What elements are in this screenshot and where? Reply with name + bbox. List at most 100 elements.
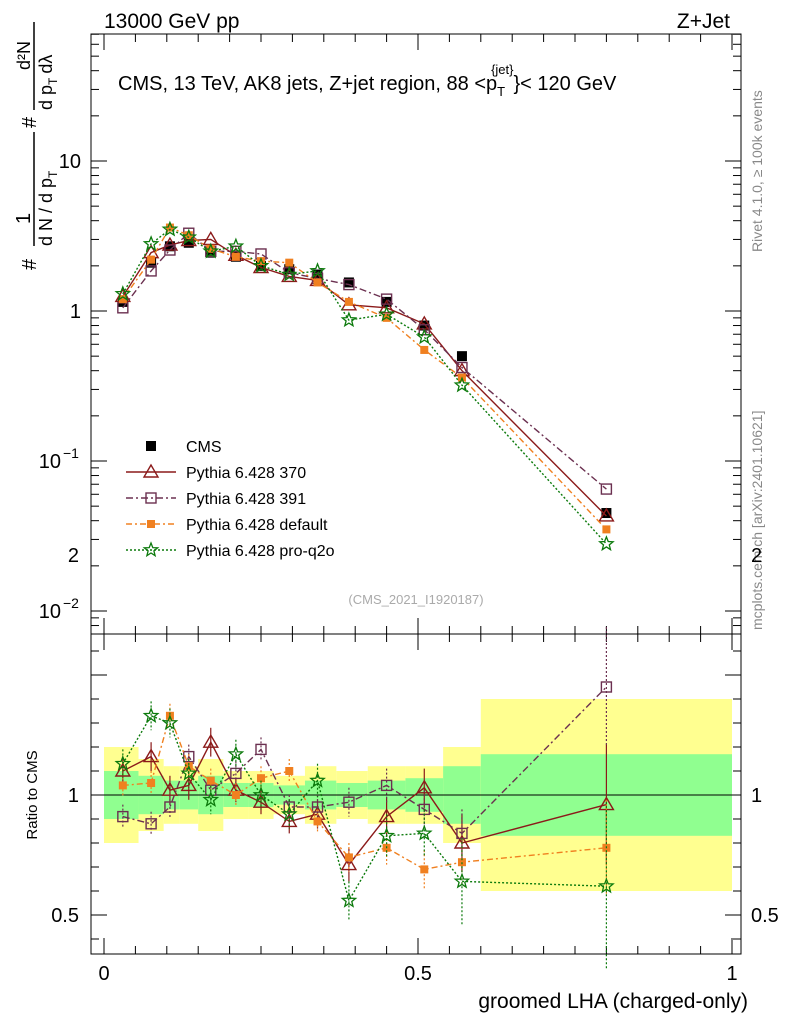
y-axis-label: # 1 d N / d pT # d²N d pTdλ [13, 22, 60, 270]
ratio-point-p391-9 [343, 796, 355, 808]
ratio-point-p370-1 [142, 748, 160, 763]
mcplots-label: mcplots.cern.ch [arXiv:2401.10621] [749, 411, 765, 630]
top-point-cms-13 [601, 508, 612, 519]
ratio-ytick-label-r-1: 1 [751, 785, 762, 807]
svg-text:d²N: d²N [14, 41, 34, 70]
header-left: 13000 GeV pp [104, 10, 239, 33]
svg-text:d N / d pT: d N / d pT [36, 170, 60, 246]
top-point-pq2o-5 [227, 237, 245, 254]
top-point-p391-2 [164, 244, 176, 256]
rivet-label: Rivet 4.1.0, ≥ 100k events [749, 90, 765, 252]
ratio-point-p370-0 [114, 762, 132, 777]
top-point-p391-9 [343, 278, 355, 291]
top-point-pq2o-11 [415, 328, 433, 345]
ratio-point-p391-2 [164, 801, 176, 813]
svg-text:#: # [19, 116, 41, 128]
top-point-pq2o-7 [280, 265, 298, 282]
top-point-pq2o-10 [378, 305, 395, 322]
top-point-p391-13 [600, 483, 613, 495]
ratio-point-pq2o-1 [142, 707, 160, 723]
plot-title-tail: }< 120 GeV [514, 73, 618, 95]
top-point-pdef-5 [231, 252, 240, 261]
y-label-den2-sub: T [46, 77, 60, 85]
y-label-dlambda: dλ [36, 55, 56, 74]
ratio-point-p391-0 [117, 810, 129, 823]
ratio-point-pdef-7 [285, 767, 294, 775]
ratio-point-pq2o-3 [180, 764, 198, 781]
top-ytick-label-1: 1 [70, 301, 81, 323]
top-point-p391-12 [456, 361, 468, 374]
top-point-p370-10 [378, 299, 395, 314]
top-point-pdef-6 [257, 257, 265, 266]
ratio-point-p391-8 [311, 801, 324, 813]
ratio-point-p370-11 [416, 779, 433, 794]
ratio-point-p391-1 [145, 818, 157, 830]
top-point-pdef-2 [165, 223, 174, 232]
legend-label-p391: Pythia 6.428 391 [186, 491, 306, 508]
legend-marker-pq2o [142, 541, 160, 558]
ratio-point-pdef-8 [313, 817, 322, 826]
x-axis-label: groomed LHA (charged-only) [478, 990, 748, 1013]
ratio-point-pdef-4 [206, 776, 215, 785]
ratio-point-p370-7 [281, 813, 298, 828]
legend-marker-p370 [142, 463, 160, 478]
top-point-pq2o-13 [598, 535, 615, 552]
ratio-point-pdef-9 [344, 853, 353, 862]
legend-label-pq2o: Pythia 6.428 pro-q2o [186, 543, 335, 560]
ratio-point-pq2o-12 [453, 872, 471, 889]
y-label-den: d N / d p [36, 178, 56, 246]
top-point-p370-2 [161, 236, 179, 251]
svg-text:d pTdλ: d pTdλ [36, 55, 60, 110]
ratio-axes: 0 0.5 1 0.5 0.5 1 1 2 2 [51, 545, 779, 985]
y-label-hash: # [19, 258, 41, 270]
top-point-cms-9 [343, 277, 354, 288]
ratio-point-p370-3 [180, 777, 197, 792]
legend-label-p370: Pythia 6.428 370 [186, 465, 306, 482]
legend-marker-p391 [145, 492, 157, 504]
y-label-den-sub: T [46, 170, 60, 178]
top-point-pq2o-1 [142, 235, 160, 252]
svg-text:1: 1 [13, 213, 35, 224]
ratio-point-pdef-11 [420, 865, 429, 874]
top-point-cms-3 [183, 237, 194, 248]
ratio-point-pdef-0 [118, 781, 127, 790]
ratio-point-pq2o-4 [202, 790, 220, 807]
ratio-point-pdef-6 [257, 774, 265, 783]
ratio-ytick-label-l-0: 0.5 [51, 905, 79, 927]
analysis-watermark: (CMS_2021_I1920187) [348, 592, 483, 607]
ratio-series [114, 627, 615, 971]
top-point-p391-10 [380, 293, 393, 305]
ratio-point-pq2o-6 [252, 786, 270, 803]
ratio-point-p370-10 [378, 808, 395, 823]
top-point-pq2o-6 [252, 257, 270, 273]
top-point-pdef-13 [602, 525, 611, 534]
top-ytick-label-3: 10 [39, 601, 61, 623]
ratio-point-pq2o-8 [309, 771, 326, 788]
y-label-den2: d p [36, 85, 56, 110]
ratio-ytick-label-r-2: 2 [751, 545, 762, 567]
top-ytick-exp-2: −1 [63, 445, 79, 461]
top-point-pdef-4 [206, 244, 215, 253]
top-point-pq2o-8 [309, 262, 326, 279]
top-point-p370-13 [598, 507, 615, 522]
ratio-xtick-label-1: 0.5 [404, 963, 432, 985]
ratio-ytick-label-r-0: 0.5 [751, 905, 779, 927]
ratio-point-pq2o-0 [114, 754, 132, 771]
plot-title-main: CMS, 13 TeV, AK8 jets, Z+jet region, 88 … [118, 73, 497, 95]
ratio-line-p391 [122, 686, 607, 835]
ratio-point-pdef-1 [147, 779, 156, 787]
ratio-point-p391-6 [255, 743, 267, 756]
ratio-ytick-label-l-1: 1 [68, 785, 79, 807]
ratio-point-pq2o-10 [378, 827, 396, 843]
ratio-point-p391-10 [380, 779, 393, 792]
top-point-cms-11 [419, 320, 430, 331]
top-point-pq2o-0 [114, 285, 132, 302]
ratio-point-p391-3 [183, 750, 195, 763]
plot-title-sub: T [497, 84, 505, 99]
top-point-cms-12 [456, 351, 467, 362]
ratio-point-p370-6 [252, 793, 270, 808]
top-series [114, 220, 615, 552]
ratio-point-p370-4 [202, 733, 219, 748]
ratio-point-p391-13 [600, 681, 613, 693]
ratio-point-pq2o-7 [280, 805, 298, 822]
